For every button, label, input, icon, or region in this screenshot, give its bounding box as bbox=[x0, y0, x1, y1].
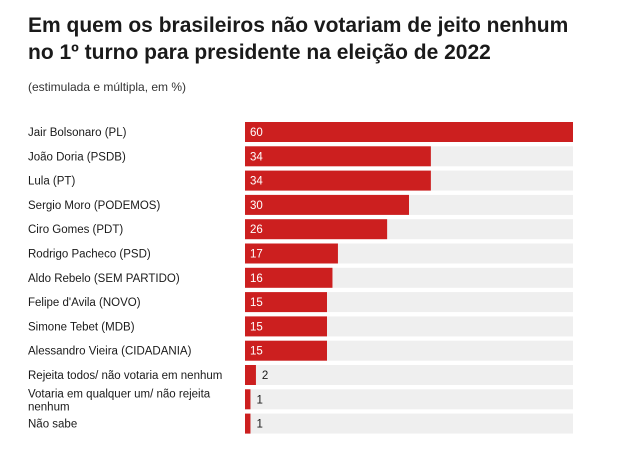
category-label: Ciro Gomes (PDT) bbox=[28, 224, 123, 236]
bar bbox=[245, 146, 431, 167]
category-label: Votaria em qualquer um/ não rejeita nenhu… bbox=[28, 388, 211, 413]
data-label: 34 bbox=[250, 151, 263, 163]
category-label: Aldo Rebelo (SEM PARTIDO) bbox=[28, 273, 180, 285]
bar bbox=[245, 243, 338, 264]
bar bbox=[245, 267, 333, 288]
data-label: 17 bbox=[250, 249, 263, 261]
data-label: 26 bbox=[250, 224, 263, 236]
data-label: 60 bbox=[250, 127, 263, 139]
category-label: Felipe d'Avila (NOVO) bbox=[28, 297, 141, 309]
data-label: 16 bbox=[250, 273, 263, 285]
category-label: Rodrigo Pacheco (PSD) bbox=[28, 249, 151, 261]
data-label: 15 bbox=[250, 321, 263, 333]
bar bbox=[245, 365, 256, 385]
bar bbox=[245, 122, 573, 142]
bar bbox=[245, 413, 251, 434]
category-label: Simone Tebet (MDB) bbox=[28, 321, 135, 333]
bar bbox=[245, 219, 388, 240]
category-label: Não sabe bbox=[28, 419, 77, 431]
category-label: Lula (PT) bbox=[28, 176, 75, 188]
data-label: 15 bbox=[250, 297, 263, 309]
bar bbox=[245, 389, 251, 410]
chart-title: Em quem os brasileiros não votariam de j… bbox=[28, 14, 569, 64]
data-label: 30 bbox=[250, 200, 263, 212]
bar-track bbox=[245, 389, 573, 410]
chart-subtitle: (estimulada e múltipla, em %) bbox=[28, 80, 187, 94]
bar-track bbox=[245, 413, 573, 434]
data-label: 34 bbox=[250, 176, 263, 188]
bar-track bbox=[245, 365, 573, 385]
bar bbox=[245, 194, 409, 215]
category-label: Rejeita todos/ não votaria em nenhum bbox=[28, 370, 222, 382]
data-label: 1 bbox=[256, 394, 262, 406]
category-label: Sergio Moro (PODEMOS) bbox=[28, 200, 160, 212]
bar bbox=[245, 292, 327, 313]
category-label: João Doria (PSDB) bbox=[28, 151, 126, 163]
data-label: 15 bbox=[250, 346, 263, 358]
category-label: Jair Bolsonaro (PL) bbox=[28, 127, 127, 139]
data-label: 1 bbox=[256, 419, 262, 431]
bar bbox=[245, 316, 327, 337]
bar bbox=[245, 340, 327, 361]
category-label: Alessandro Vieira (CIDADANIA) bbox=[28, 346, 192, 358]
bar bbox=[245, 170, 431, 191]
data-label: 2 bbox=[262, 370, 268, 382]
